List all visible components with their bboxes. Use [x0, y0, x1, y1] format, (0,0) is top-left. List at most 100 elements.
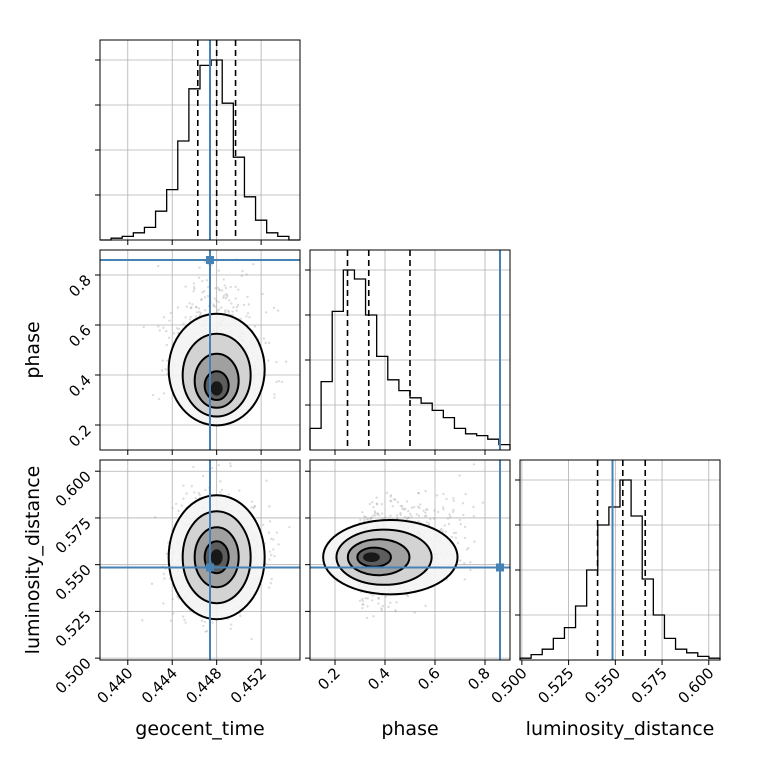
sample-point	[377, 602, 380, 605]
sample-point	[200, 619, 204, 622]
sample-point	[272, 306, 276, 310]
panel-frame	[309, 459, 511, 661]
sample-point	[380, 502, 384, 506]
panel-frame	[99, 39, 301, 241]
sample-point	[168, 336, 171, 340]
sample-point	[391, 504, 394, 508]
sample-point	[213, 297, 217, 300]
sample-point	[176, 331, 180, 335]
sample-point	[362, 603, 365, 606]
sample-point	[389, 499, 392, 502]
sample-point	[456, 541, 460, 545]
sample-point	[401, 507, 404, 510]
sample-point	[463, 536, 467, 540]
sample-point	[211, 466, 214, 470]
sample-point	[399, 511, 402, 515]
sample-point	[452, 497, 455, 500]
sample-point	[169, 311, 172, 315]
sample-point	[160, 369, 164, 372]
sample-point	[172, 332, 176, 335]
xlabel-geocent-time: geocent_time	[135, 718, 264, 740]
sample-point	[452, 531, 456, 535]
sample-point	[417, 520, 420, 523]
hist-panel-phase	[305, 249, 511, 455]
grid-lines	[334, 250, 486, 450]
sample-point	[229, 285, 232, 289]
sample-point	[361, 511, 364, 514]
sample-point	[273, 554, 276, 558]
sample-point	[183, 618, 186, 622]
sample-point	[157, 264, 160, 268]
sample-point	[162, 602, 165, 605]
y-tick-label: 0.8	[65, 271, 95, 301]
sample-point	[203, 620, 207, 624]
x-tick-label: 0.2	[314, 664, 344, 694]
sample-point	[441, 506, 445, 509]
sample-point	[220, 488, 224, 492]
x-tick-label: 0.8	[464, 664, 494, 694]
sample-point	[205, 279, 209, 282]
sample-point	[375, 502, 379, 506]
sample-point	[463, 562, 466, 565]
sample-point	[446, 517, 450, 520]
sample-point	[404, 515, 407, 519]
contour-line	[167, 312, 266, 427]
sample-point	[190, 485, 194, 488]
sample-point	[442, 492, 445, 496]
sample-point	[230, 302, 233, 305]
x-tick-label: 0.4	[364, 664, 394, 694]
sample-point	[192, 285, 196, 289]
sample-point	[188, 318, 192, 321]
sample-point	[245, 315, 248, 318]
sample-point	[229, 464, 232, 468]
sample-point	[413, 611, 416, 614]
sample-point	[368, 502, 371, 506]
sample-point	[363, 515, 366, 518]
density-level	[363, 552, 380, 562]
sample-point	[241, 269, 244, 273]
sample-point	[211, 621, 214, 624]
sample-point	[461, 502, 465, 505]
sample-point	[162, 572, 166, 576]
sample-point	[223, 284, 226, 287]
sample-point	[199, 313, 202, 317]
y-tick-label: 0.4	[65, 371, 95, 401]
sample-point	[425, 520, 429, 524]
sample-point	[158, 329, 161, 332]
sample-point	[373, 510, 377, 513]
density-level	[210, 381, 223, 396]
sample-point	[452, 499, 455, 503]
sample-point	[419, 503, 422, 506]
sample-point	[381, 517, 384, 520]
sample-point	[245, 273, 248, 276]
sample-point	[240, 274, 244, 278]
contour-line	[203, 540, 230, 575]
x-tick-label: 0.500	[488, 664, 531, 707]
sample-point	[141, 619, 144, 622]
sample-point	[172, 612, 175, 615]
sample-point	[369, 516, 373, 520]
sample-point	[390, 499, 393, 503]
sample-point	[234, 297, 237, 300]
sample-point	[238, 489, 241, 492]
sample-point	[429, 518, 432, 521]
sample-point	[376, 512, 379, 515]
sample-point	[472, 515, 476, 518]
sample-point	[444, 530, 447, 533]
sample-point	[277, 543, 280, 546]
sample-point	[288, 525, 291, 529]
contour-line	[335, 528, 433, 586]
sample-point	[180, 504, 183, 507]
sample-point	[371, 594, 375, 597]
sample-point	[364, 597, 367, 600]
sample-point	[423, 515, 427, 518]
sample-point	[232, 306, 235, 309]
sample-point	[472, 463, 476, 466]
contour-line	[181, 510, 252, 605]
sample-point	[459, 522, 462, 526]
sample-point	[206, 285, 210, 289]
grid-lines	[100, 59, 300, 196]
x-tick-label: 0.600	[675, 664, 718, 707]
y-tick-label: 0.525	[52, 608, 95, 651]
sample-point	[219, 480, 222, 483]
